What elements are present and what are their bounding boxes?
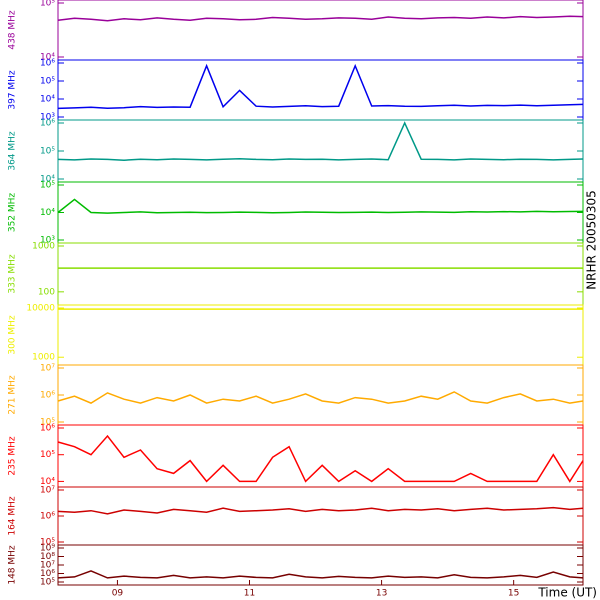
y-tick-label: 10⁴ — [40, 53, 55, 63]
data-line — [57, 15, 584, 22]
y-tick-label: 1000 — [32, 353, 55, 363]
x-tick-label: 15 — [508, 589, 519, 599]
data-line — [57, 63, 584, 110]
y-tick-label: 10⁶ — [40, 512, 55, 522]
y-axis-label: 271 MHz — [8, 375, 18, 415]
y-tick-label: 10³ — [40, 113, 55, 123]
data-line — [57, 570, 584, 579]
y-axis-label: 148 MHz — [8, 545, 18, 585]
y-tick-label: 10⁵ — [40, 418, 55, 428]
y-tick-label: 10⁵ — [40, 181, 55, 191]
x-tick-label: 13 — [376, 589, 387, 599]
y-tick-label: 10⁴ — [40, 175, 55, 185]
panel-frame — [57, 242, 584, 306]
y-tick-label: 10000 — [26, 304, 55, 314]
x-tick-label: 11 — [244, 589, 255, 599]
panel-frame — [57, 544, 584, 586]
panel-frame — [57, 304, 584, 366]
station-label: NRHR 20050305 — [585, 190, 599, 290]
panel-frame — [57, 59, 584, 121]
data-line — [57, 391, 584, 404]
y-tick-label: 10⁷ — [40, 364, 55, 374]
y-tick-label: 10⁵ — [40, 578, 55, 588]
panel-frame — [57, 364, 584, 426]
y-axis-label: 364 MHz — [8, 131, 18, 171]
y-tick-label: 10⁸ — [40, 552, 55, 562]
y-tick-label: 10⁵ — [40, 450, 55, 460]
x-tick-label: 09 — [112, 589, 124, 599]
y-tick-label: 1000 — [32, 242, 55, 252]
data-line — [57, 506, 584, 515]
y-tick-label: 10⁶ — [40, 59, 55, 69]
y-tick-label: 10⁴ — [40, 477, 55, 487]
y-tick-label: 10³ — [40, 236, 55, 246]
y-tick-label: 10⁵ — [40, 538, 55, 548]
y-axis-label: 300 MHz — [8, 315, 18, 355]
y-tick-label: 10⁶ — [40, 119, 55, 129]
y-tick-label: 100 — [38, 287, 55, 297]
y-tick-label: 10⁵ — [40, 77, 55, 87]
panel-frame — [57, 119, 584, 183]
y-axis-label: 352 MHz — [8, 193, 18, 233]
y-axis-label: 333 MHz — [8, 254, 18, 294]
y-tick-label: 10⁹ — [40, 544, 55, 554]
y-tick-label: 10⁶ — [40, 424, 55, 434]
x-axis-label: Time (UT) — [537, 586, 597, 600]
panel-frame — [57, 424, 584, 488]
y-axis-label: 438 MHz — [8, 10, 18, 50]
y-axis-label: 235 MHz — [8, 436, 18, 476]
y-tick-label: 10⁶ — [40, 569, 55, 579]
y-tick-label: 10⁴ — [40, 208, 55, 218]
panel-frame — [57, 0, 584, 61]
data-line — [57, 198, 584, 214]
panel-frame — [57, 486, 584, 546]
y-tick-label: 10⁵ — [40, 147, 55, 157]
y-axis-label: 397 MHz — [8, 70, 18, 110]
data-line — [57, 434, 584, 483]
y-tick-label: 10⁴ — [40, 95, 55, 105]
y-tick-label: 10⁷ — [40, 486, 55, 496]
y-axis-label: 164 MHz — [8, 496, 18, 536]
data-line — [57, 121, 584, 161]
y-tick-label: 10⁶ — [40, 391, 55, 401]
y-tick-label: 10⁷ — [40, 561, 55, 571]
y-tick-label: 10⁵ — [40, 0, 55, 9]
